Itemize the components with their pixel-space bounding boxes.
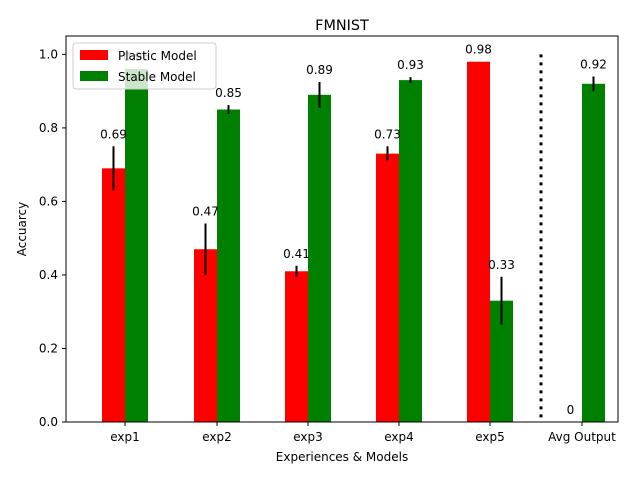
- data-label-stable-model-exp2: 0.85: [215, 86, 242, 100]
- legend-frame: [72, 42, 217, 90]
- data-label-plastic-model-exp3: 0.41: [283, 247, 310, 261]
- x-tick-label-exp4: exp4: [384, 430, 414, 444]
- legend-label-stable-model: Stable Model: [118, 70, 196, 84]
- data-label-plastic-model-exp4: 0.73: [374, 127, 401, 141]
- legend-swatch-stable-model: [80, 71, 108, 81]
- x-tick-label-exp1: exp1: [110, 430, 140, 444]
- x-tick-label-exp2: exp2: [202, 430, 232, 444]
- x-tick-label-exp3: exp3: [293, 430, 323, 444]
- data-label-stable-model-exp5: 0.33: [488, 258, 515, 272]
- data-label-stable-model-exp4: 0.93: [397, 58, 424, 72]
- bars-layer: [102, 61, 605, 423]
- data-label-plastic-model-exp2: 0.47: [192, 204, 219, 218]
- bar-plastic-model-exp1: [102, 168, 125, 422]
- y-tick-label: 1.0: [39, 47, 58, 61]
- data-label-plastic-model-exp5: 0.98: [465, 43, 492, 57]
- y-tick-label: 0.0: [39, 415, 58, 429]
- error-bars-layer: [112, 76, 595, 325]
- bar-stable-model-exp5: [490, 300, 513, 422]
- y-tick-label: 0.2: [39, 341, 58, 355]
- legend: Plastic Model Stable Model: [72, 42, 217, 90]
- data-label-plastic-model-exp1: 0.69: [100, 127, 127, 141]
- bar-plastic-model-exp3: [285, 271, 308, 422]
- x-tick-label-exp5: exp5: [475, 430, 505, 444]
- bar-plastic-model-exp5: [467, 61, 490, 422]
- legend-label-plastic-model: Plastic Model: [118, 49, 197, 63]
- chart-title: FMNIST: [315, 18, 369, 34]
- y-tick-label: 0.4: [39, 268, 58, 282]
- y-axis-label: Accuarcy: [15, 202, 29, 257]
- legend-swatch-plastic-model: [80, 50, 108, 60]
- bar-stable-model-avg-output: [582, 83, 605, 423]
- y-axis-ticks: 0.0 0.2 0.4 0.6 0.8 1.0: [39, 47, 66, 429]
- bar-stable-model-exp1: [125, 69, 148, 422]
- plot-frame: [65, 35, 619, 423]
- data-label-plastic-model-avg-output: 0: [567, 403, 575, 417]
- data-label-stable-model-avg-output: 0.92: [580, 57, 607, 71]
- x-axis-label: Experiences & Models: [276, 450, 408, 464]
- x-tick-label-avg-output: Avg Output: [548, 430, 616, 444]
- bar-plastic-model-exp2: [194, 249, 217, 422]
- y-tick-label: 0.6: [39, 194, 58, 208]
- x-axis-ticks: exp1 exp2 exp3 exp4 exp5 Avg Output: [110, 422, 616, 444]
- data-labels-layer: 0.690.470.410.730.9800.960.850.890.930.3…: [100, 43, 607, 417]
- y-tick-label: 0.8: [39, 121, 58, 135]
- bar-plastic-model-exp4: [376, 153, 399, 422]
- data-label-stable-model-exp3: 0.89: [306, 63, 333, 77]
- bar-stable-model-exp2: [217, 109, 240, 423]
- bar-stable-model-exp3: [308, 94, 331, 423]
- bar-stable-model-exp4: [399, 80, 422, 422]
